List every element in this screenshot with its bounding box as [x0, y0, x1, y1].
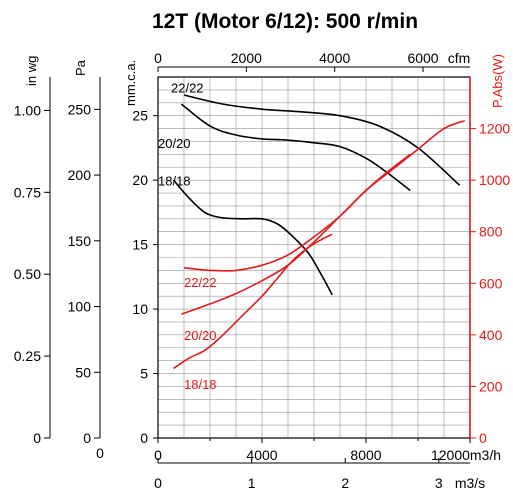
- power-curve-label: 22/22: [184, 275, 217, 290]
- cfm-tick-label: 2000: [231, 50, 262, 66]
- mmca-axis-label: mm.c.a.: [123, 60, 138, 106]
- m3s-tick-label: 3: [435, 475, 443, 491]
- power-tick-label: 1000: [479, 172, 510, 188]
- pa-tick-label: 100: [68, 299, 92, 315]
- x-tick-label: 0: [154, 447, 162, 463]
- pa-tick-label: 0: [83, 430, 91, 446]
- pressure-curve-label: 20/20: [158, 136, 191, 151]
- inwg-tick-label: 0.50: [14, 266, 41, 282]
- power-curve-18-18: [173, 233, 333, 370]
- cfm-tick-label: 6000: [407, 50, 438, 66]
- pressure-curve-22-22: [183, 94, 461, 186]
- x-tick-label: 12000m3/h: [431, 447, 501, 463]
- power-curve-20-20: [181, 153, 411, 315]
- inwg-axis-label: in wg: [24, 56, 39, 86]
- inwg-tick-label: 0.75: [14, 184, 41, 200]
- inwg-tick-label: 0: [33, 430, 41, 446]
- pressure-curve-label: 18/18: [158, 173, 191, 188]
- pa-tick-label: 50: [75, 364, 91, 380]
- x-tick-label: 8000: [350, 447, 381, 463]
- pa-tick-label: 150: [68, 233, 92, 249]
- cfm-tick-label: 4000: [319, 50, 350, 66]
- mmca-tick-label: 10: [132, 301, 148, 317]
- mmca-tick-label: 20: [132, 172, 148, 188]
- inwg-tick-label: 1.00: [14, 102, 41, 118]
- pressure-curve-label: 22/22: [171, 80, 204, 95]
- grid: [158, 77, 470, 438]
- power-curve-label: 20/20: [184, 328, 217, 343]
- cfm-axis-label: cfm: [448, 50, 471, 66]
- power-tick-label: 400: [479, 327, 503, 343]
- pressure-curve-20-20: [180, 103, 411, 192]
- inwg-tick-label: 0.25: [14, 348, 41, 364]
- cfm-tick-label: 0: [154, 50, 162, 66]
- axis-labels: 0 4000 8000 12000m3/h0 1 2 3 m3/s0 2000 4000 6000 c…: [14, 50, 511, 491]
- power-tick-label: 0: [479, 430, 487, 446]
- chart-title: 12T (Motor 6/12): 500 r/min: [152, 10, 418, 33]
- mmca-tick-label: 0: [140, 430, 148, 446]
- pressure-curve-18-18: [172, 179, 333, 296]
- m3s-tick-label: 0: [154, 475, 162, 491]
- axes: [44, 66, 476, 464]
- power-tick-label: 1200: [479, 121, 510, 137]
- power-curve-label: 18/18: [184, 377, 217, 392]
- pa-axis-label: Pa: [73, 59, 88, 76]
- power-axis-label: P.Abs(W): [490, 54, 505, 108]
- mmca-tick-label: 5: [140, 366, 148, 382]
- mmca-tick-label: 25: [132, 108, 148, 124]
- pa-origin-label: 0: [96, 445, 104, 461]
- m3s-tick-label: 2: [341, 475, 349, 491]
- series: [172, 94, 466, 370]
- x-tick-label: 4000: [246, 447, 277, 463]
- power-tick-label: 600: [479, 275, 503, 291]
- m3s-tick-label: 1: [248, 475, 256, 491]
- power-tick-label: 200: [479, 378, 503, 394]
- pa-tick-label: 200: [68, 167, 92, 183]
- m3s-axis-label: m3/s: [455, 475, 485, 491]
- pa-tick-label: 250: [68, 101, 92, 117]
- power-curve-22-22: [183, 120, 466, 272]
- power-tick-label: 800: [479, 224, 503, 240]
- mmca-tick-label: 15: [132, 237, 148, 253]
